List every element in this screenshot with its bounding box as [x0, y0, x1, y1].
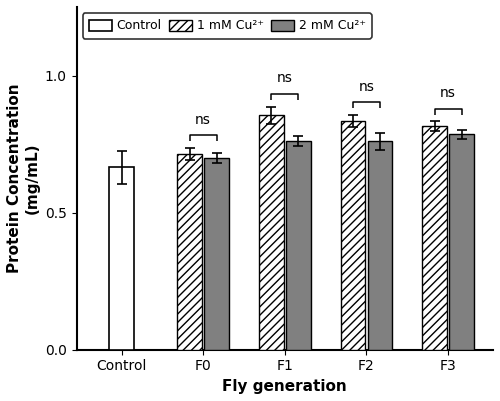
Bar	[259, 115, 283, 350]
Bar	[450, 134, 474, 350]
Text: ns: ns	[195, 113, 211, 127]
Text: ns: ns	[358, 80, 374, 93]
Bar	[422, 126, 447, 350]
X-axis label: Fly generation: Fly generation	[222, 379, 347, 394]
Bar	[204, 158, 229, 350]
Legend: Control, 1 mM Cu²⁺, 2 mM Cu²⁺: Control, 1 mM Cu²⁺, 2 mM Cu²⁺	[83, 13, 372, 38]
Y-axis label: Protein Concentration
(mg/mL): Protein Concentration (mg/mL)	[7, 83, 40, 273]
Bar	[341, 121, 365, 350]
Bar	[286, 141, 310, 350]
Bar	[368, 141, 392, 350]
Bar	[178, 154, 202, 350]
Bar	[110, 167, 134, 350]
Text: ns: ns	[440, 86, 456, 100]
Text: ns: ns	[277, 71, 293, 85]
